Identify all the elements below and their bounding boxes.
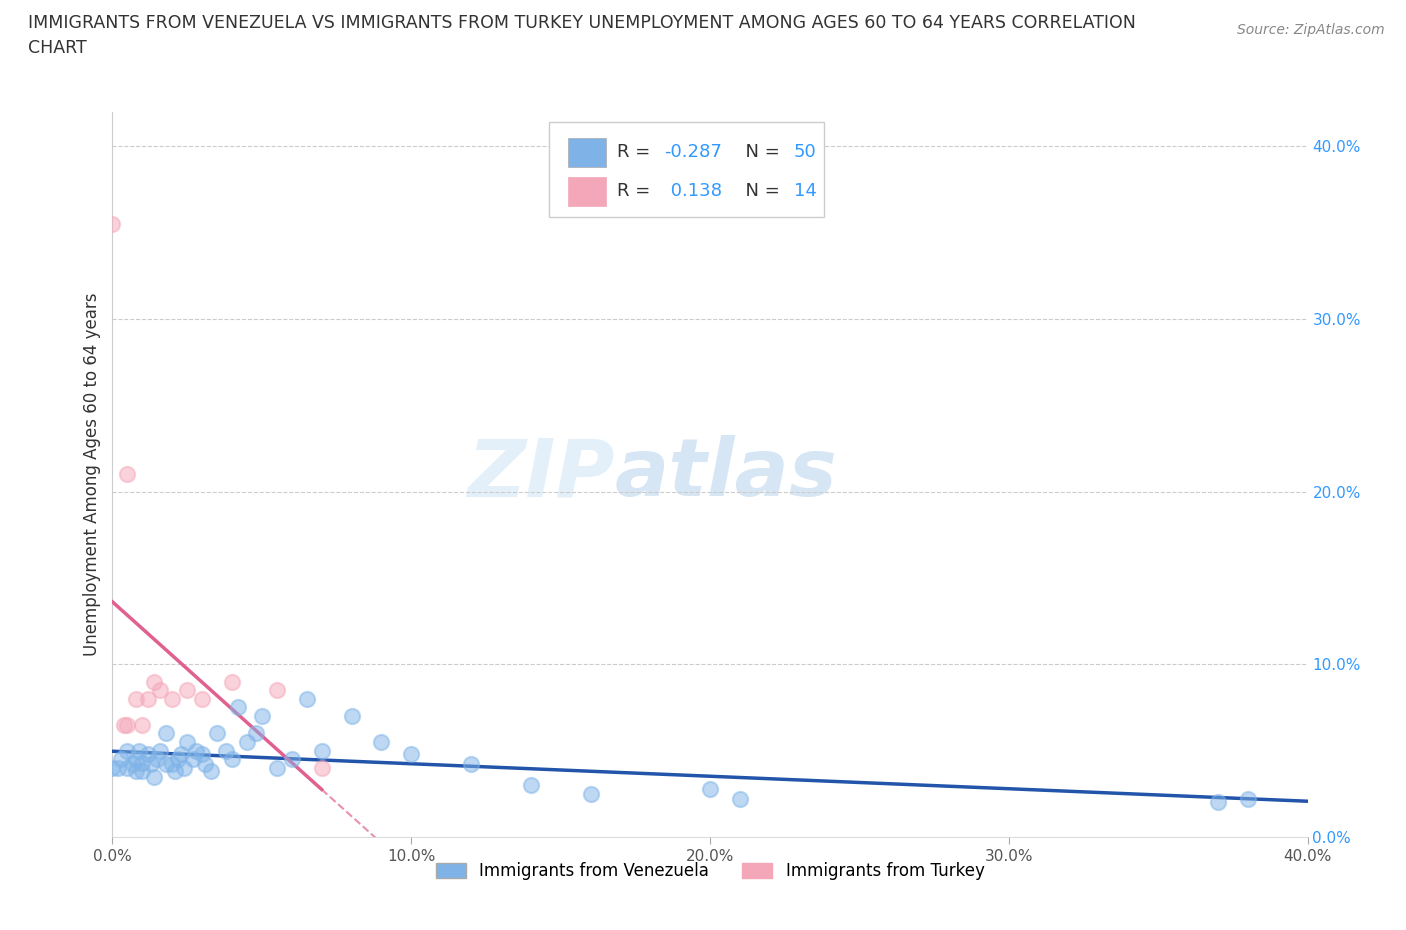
Point xyxy=(191,747,214,762)
Point xyxy=(311,761,333,776)
Point xyxy=(1237,791,1260,806)
Point xyxy=(125,751,148,766)
Point xyxy=(138,747,160,762)
Point xyxy=(107,761,129,776)
Point xyxy=(176,683,198,698)
Point xyxy=(143,769,166,784)
Point xyxy=(311,743,333,758)
Point xyxy=(117,717,139,732)
Point xyxy=(226,700,249,715)
Point xyxy=(1206,795,1229,810)
Point xyxy=(266,683,288,698)
Text: 14: 14 xyxy=(794,182,817,200)
Point xyxy=(117,761,139,776)
Point xyxy=(266,761,288,776)
Point xyxy=(155,726,177,741)
Point xyxy=(194,757,217,772)
Point xyxy=(245,726,267,741)
Text: ZIP: ZIP xyxy=(467,435,614,513)
Point xyxy=(146,751,169,766)
Point xyxy=(117,467,139,482)
Text: -0.287: -0.287 xyxy=(665,143,723,161)
Point xyxy=(138,691,160,706)
Point xyxy=(181,751,204,766)
Point xyxy=(162,757,183,772)
Point xyxy=(186,743,208,758)
Text: N =: N = xyxy=(734,143,786,161)
Point xyxy=(191,691,214,706)
Point xyxy=(370,735,392,750)
Text: Source: ZipAtlas.com: Source: ZipAtlas.com xyxy=(1237,23,1385,37)
Text: 50: 50 xyxy=(794,143,817,161)
Point xyxy=(110,751,132,766)
Point xyxy=(101,217,124,232)
Point xyxy=(699,781,721,796)
Text: R =: R = xyxy=(617,182,655,200)
Point xyxy=(215,743,238,758)
Point xyxy=(236,735,259,750)
Point xyxy=(173,761,195,776)
Point xyxy=(221,674,243,689)
FancyBboxPatch shape xyxy=(568,138,606,166)
Y-axis label: Unemployment Among Ages 60 to 64 years: Unemployment Among Ages 60 to 64 years xyxy=(83,293,101,656)
Point xyxy=(131,764,153,778)
Point xyxy=(221,751,243,766)
Point xyxy=(165,764,187,778)
Text: atlas: atlas xyxy=(614,435,837,513)
Point xyxy=(520,777,543,792)
Point xyxy=(170,747,193,762)
Point xyxy=(125,764,148,778)
Point xyxy=(131,717,153,732)
FancyBboxPatch shape xyxy=(568,177,606,206)
Point xyxy=(131,755,153,770)
Point xyxy=(143,674,166,689)
Point xyxy=(340,709,363,724)
Point xyxy=(101,761,124,776)
Point xyxy=(281,751,304,766)
Text: 0.138: 0.138 xyxy=(665,182,721,200)
Point xyxy=(460,757,482,772)
Point xyxy=(205,726,228,741)
Point xyxy=(122,757,145,772)
Point xyxy=(728,791,751,806)
FancyBboxPatch shape xyxy=(548,123,824,217)
Point xyxy=(162,691,183,706)
Point xyxy=(176,735,198,750)
Text: CHART: CHART xyxy=(28,39,87,57)
Point xyxy=(250,709,273,724)
Point xyxy=(167,751,190,766)
Point xyxy=(114,717,135,732)
Point xyxy=(141,757,163,772)
Text: N =: N = xyxy=(734,182,786,200)
Legend: Immigrants from Venezuela, Immigrants from Turkey: Immigrants from Venezuela, Immigrants fr… xyxy=(429,856,991,886)
Point xyxy=(155,757,177,772)
Point xyxy=(128,743,150,758)
Point xyxy=(117,743,139,758)
Point xyxy=(579,787,602,802)
Text: IMMIGRANTS FROM VENEZUELA VS IMMIGRANTS FROM TURKEY UNEMPLOYMENT AMONG AGES 60 T: IMMIGRANTS FROM VENEZUELA VS IMMIGRANTS … xyxy=(28,14,1136,32)
Point xyxy=(149,743,172,758)
Point xyxy=(125,691,148,706)
Text: R =: R = xyxy=(617,143,655,161)
Point xyxy=(149,683,172,698)
Point xyxy=(401,747,423,762)
Point xyxy=(295,691,318,706)
Point xyxy=(200,764,222,778)
